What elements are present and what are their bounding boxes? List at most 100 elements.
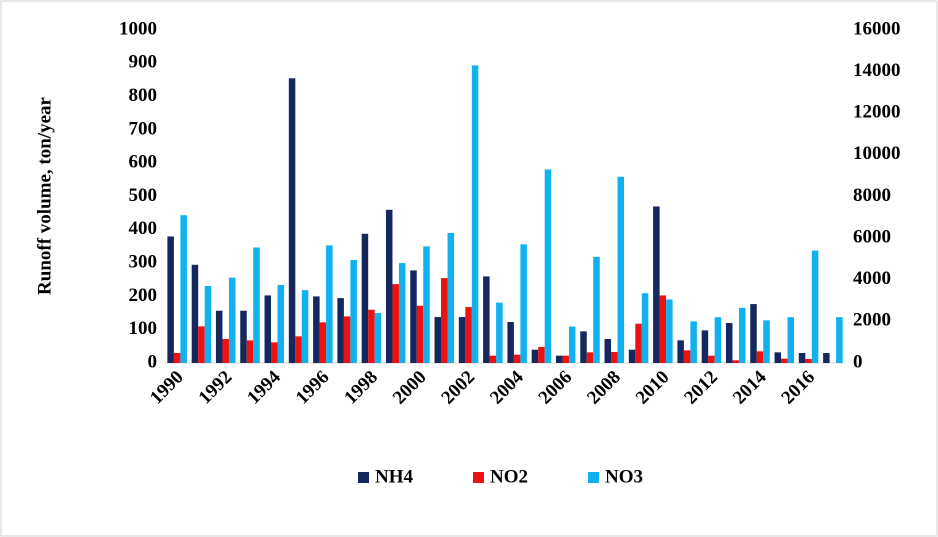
bar <box>222 339 229 363</box>
bar <box>811 250 819 363</box>
bar <box>798 353 806 363</box>
bar <box>398 263 406 363</box>
y-tick-label: 100 <box>129 318 158 339</box>
bar <box>277 284 285 363</box>
y2-tick-label: 16000 <box>853 18 901 39</box>
bar <box>423 246 430 363</box>
y-tick-label: 0 <box>148 351 158 372</box>
bar <box>513 354 521 363</box>
legend-swatch <box>358 472 369 483</box>
y-tick-label: 900 <box>129 52 158 73</box>
bar <box>774 352 782 363</box>
y2-tick-label: 12000 <box>853 102 901 123</box>
bar <box>337 298 344 363</box>
y-tick-label: 800 <box>129 85 158 106</box>
bar <box>392 284 399 363</box>
legend-swatch <box>473 472 484 483</box>
bar <box>823 353 830 363</box>
bar <box>319 322 327 363</box>
bar <box>520 244 527 363</box>
bar <box>301 290 309 363</box>
bar <box>350 259 357 363</box>
bar <box>326 245 333 363</box>
bar <box>763 320 770 363</box>
bar <box>628 349 636 363</box>
legend-swatch <box>588 472 599 483</box>
bar <box>458 317 466 363</box>
bar <box>434 317 442 363</box>
y-tick-label: 400 <box>129 218 158 239</box>
bar <box>750 304 757 363</box>
y-tick-label: 600 <box>129 152 158 173</box>
y2-tick-label: 4000 <box>853 268 891 289</box>
bar <box>836 317 843 363</box>
bar <box>708 355 715 363</box>
bar <box>313 296 320 363</box>
bar <box>787 317 795 363</box>
bar <box>496 302 503 363</box>
bar <box>246 340 254 363</box>
legend-label: NO3 <box>605 466 643 487</box>
bar <box>580 331 587 363</box>
bar <box>343 316 351 363</box>
bar <box>756 351 764 363</box>
bar <box>725 323 733 363</box>
legend-label: NH4 <box>375 466 414 487</box>
bar <box>441 278 448 363</box>
bar <box>471 65 479 363</box>
bar <box>531 349 539 363</box>
bar <box>374 313 382 363</box>
bar <box>781 358 788 363</box>
y-tick-label: 1000 <box>119 18 157 39</box>
bar <box>635 323 642 363</box>
bar <box>204 285 212 363</box>
bar <box>732 360 739 363</box>
bar <box>361 233 369 363</box>
bar <box>562 355 569 363</box>
bar <box>738 307 746 363</box>
y2-tick-label: 8000 <box>853 185 891 206</box>
y2-tick-label: 0 <box>853 351 863 372</box>
bar <box>173 353 181 363</box>
bar <box>447 232 455 363</box>
bar <box>586 352 594 363</box>
bar <box>593 256 600 363</box>
y-tick-label: 300 <box>129 251 158 272</box>
bar <box>191 264 199 363</box>
bar <box>659 295 667 363</box>
y-tick-label: 200 <box>129 285 158 306</box>
bar <box>410 270 417 363</box>
legend-label: NO2 <box>490 466 528 487</box>
bar <box>253 247 260 363</box>
bar <box>805 359 812 363</box>
bar <box>264 295 272 363</box>
bar <box>368 309 375 363</box>
bar <box>617 176 625 363</box>
bar <box>611 352 618 363</box>
y-axis-label: Runoff volume, ton/year <box>34 96 55 294</box>
y2-tick-label: 6000 <box>853 226 891 247</box>
bar <box>465 307 472 363</box>
bar <box>240 310 247 363</box>
bar <box>538 347 545 363</box>
bar <box>653 206 660 363</box>
bar <box>507 322 514 363</box>
bar <box>544 169 552 363</box>
bar <box>198 326 205 363</box>
bar <box>295 336 302 363</box>
bar <box>416 305 424 363</box>
bar <box>180 215 187 363</box>
bar <box>555 355 563 363</box>
bar <box>701 330 709 363</box>
bar <box>677 340 684 363</box>
bar <box>690 321 697 363</box>
y2-tick-label: 14000 <box>853 60 901 81</box>
bar <box>714 317 722 363</box>
bar <box>167 236 174 363</box>
y-tick-label: 700 <box>129 118 158 139</box>
y2-tick-label: 2000 <box>853 310 891 331</box>
bar <box>271 342 278 363</box>
bar <box>228 277 236 363</box>
